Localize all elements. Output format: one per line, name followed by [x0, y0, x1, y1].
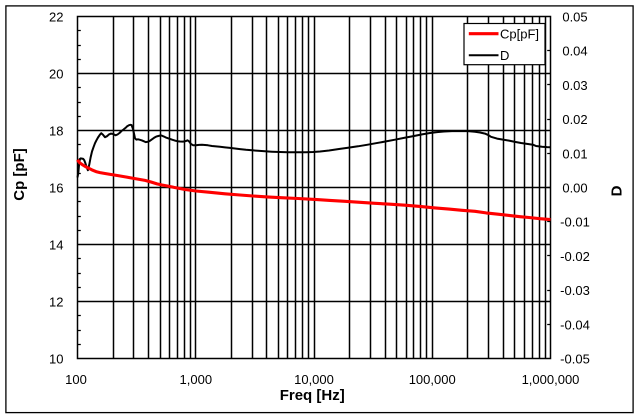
svg-text:D: D	[609, 185, 626, 196]
svg-text:22: 22	[49, 10, 63, 25]
svg-text:18: 18	[49, 124, 63, 139]
svg-text:0.01: 0.01	[562, 146, 587, 161]
svg-text:-0.02: -0.02	[560, 249, 590, 264]
svg-text:0.04: 0.04	[562, 44, 587, 59]
svg-text:0.03: 0.03	[562, 78, 587, 93]
svg-text:1,000: 1,000	[180, 372, 213, 387]
svg-text:0.00: 0.00	[562, 181, 587, 196]
svg-text:-0.05: -0.05	[560, 352, 590, 367]
svg-text:20: 20	[49, 67, 63, 82]
svg-text:12: 12	[49, 295, 63, 310]
svg-text:-0.04: -0.04	[560, 317, 590, 332]
svg-text:-0.03: -0.03	[560, 283, 590, 298]
svg-text:10: 10	[49, 352, 63, 367]
svg-text:Freq [Hz]: Freq [Hz]	[280, 387, 345, 404]
svg-text:-0.01: -0.01	[560, 215, 590, 230]
svg-text:14: 14	[49, 238, 63, 253]
svg-text:10,000: 10,000	[294, 372, 334, 387]
svg-text:100: 100	[65, 372, 87, 387]
svg-text:16: 16	[49, 181, 63, 196]
svg-text:Cp [pF]: Cp [pF]	[11, 148, 28, 200]
svg-text:100,000: 100,000	[409, 372, 456, 387]
svg-text:0.05: 0.05	[562, 10, 587, 25]
svg-text:Cp[pF]: Cp[pF]	[500, 26, 539, 41]
svg-text:0.02: 0.02	[562, 112, 587, 127]
svg-text:1,000,000: 1,000,000	[522, 372, 580, 387]
svg-text:D: D	[500, 48, 509, 63]
